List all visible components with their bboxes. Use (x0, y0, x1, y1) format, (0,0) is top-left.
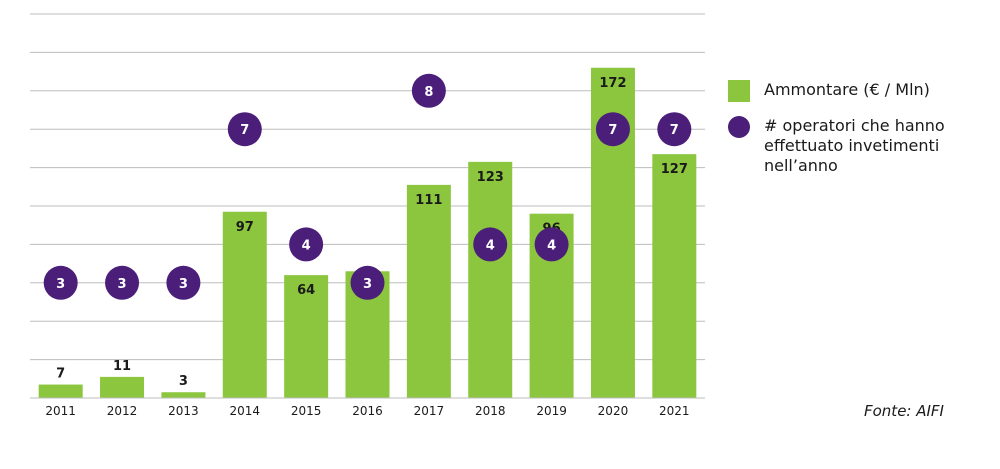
source-note: Fonte: AIFI (864, 402, 944, 420)
dot-marker (411, 73, 446, 108)
bar-value-label: 111 (415, 193, 442, 208)
legend-swatch-bar (728, 80, 750, 102)
bar-value-label: 97 (236, 220, 254, 235)
dot-value-label: 4 (486, 238, 495, 253)
dot-marker (227, 112, 262, 147)
x-tick-label: 2017 (414, 404, 445, 418)
bar-value-label: 123 (477, 170, 504, 185)
legend-label-bar: Ammontare (€ / Mln) (764, 80, 930, 99)
dot-marker (43, 265, 78, 300)
bar (161, 392, 206, 398)
bar (468, 161, 513, 398)
dot-marker (595, 112, 630, 147)
legend: Ammontare (€ / Mln) # operatori che hann… (728, 80, 988, 190)
bar-value-label: 7 (56, 367, 65, 382)
bar (38, 384, 83, 398)
dot-marker (657, 112, 692, 147)
dot-value-label: 8 (424, 85, 433, 100)
dot-value-label: 7 (670, 123, 679, 138)
dot-value-label: 4 (302, 238, 311, 253)
dot-marker (289, 227, 324, 262)
bar-value-label: 11 (113, 359, 131, 374)
x-tick-label: 2015 (291, 404, 322, 418)
x-tick-label: 2011 (45, 404, 76, 418)
legend-swatch-dot (728, 116, 750, 138)
dot-value-label: 4 (547, 238, 556, 253)
dot-value-label: 3 (363, 277, 372, 292)
dot-value-label: 7 (240, 123, 249, 138)
dot-value-label: 7 (608, 123, 617, 138)
bar (100, 376, 145, 398)
x-tick-label: 2014 (229, 404, 260, 418)
dot-marker (473, 227, 508, 262)
bar-value-label: 127 (661, 162, 688, 177)
dot-marker (166, 265, 201, 300)
dot-marker (534, 227, 569, 262)
dot-value-label: 3 (179, 277, 188, 292)
bar-value-label: 3 (179, 374, 188, 389)
chart: 7201111201232013972014642015662016111201… (30, 13, 705, 418)
x-tick-label: 2013 (168, 404, 199, 418)
legend-label-dot: # operatori che hanno effettuato invetim… (764, 116, 945, 175)
x-tick-label: 2020 (598, 404, 629, 418)
bar (652, 154, 697, 398)
x-tick-label: 2021 (659, 404, 690, 418)
bar (284, 275, 329, 398)
bar-value-label: 64 (297, 283, 315, 298)
legend-item-dot: # operatori che hanno effettuato invetim… (728, 116, 988, 176)
dot-marker (105, 265, 140, 300)
x-tick-label: 2018 (475, 404, 506, 418)
bar (222, 211, 267, 398)
dot-value-label: 3 (56, 277, 65, 292)
x-tick-label: 2012 (107, 404, 138, 418)
legend-item-bar: Ammontare (€ / Mln) (728, 80, 988, 102)
x-tick-label: 2016 (352, 404, 383, 418)
bar (406, 184, 451, 398)
x-tick-label: 2019 (536, 404, 567, 418)
dot-marker (350, 265, 385, 300)
bar-value-label: 172 (599, 76, 626, 91)
dot-value-label: 3 (118, 277, 127, 292)
